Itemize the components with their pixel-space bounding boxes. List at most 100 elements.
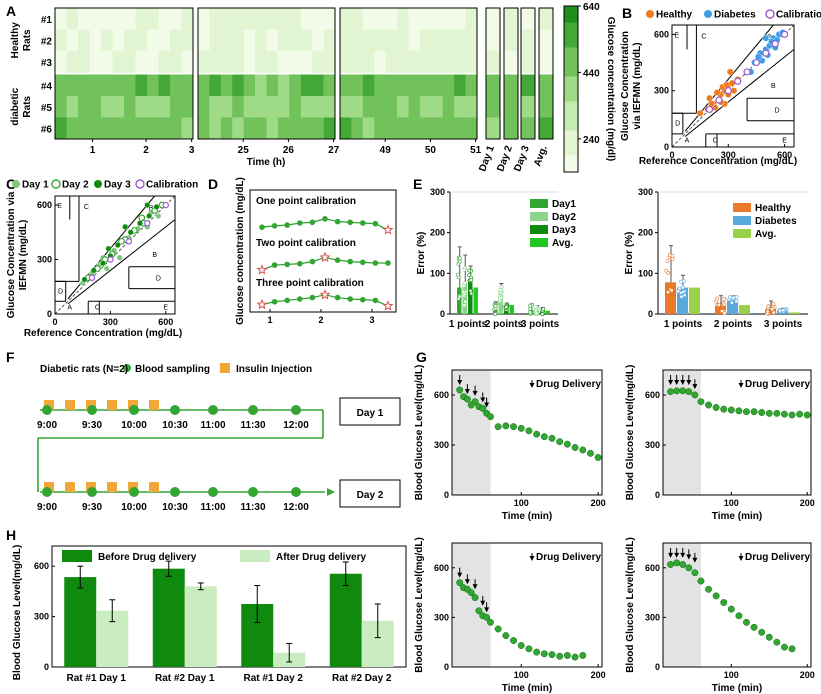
heatmap-cell (340, 74, 352, 97)
insulin-legend-label: Insulin Injection (236, 364, 312, 375)
legend-label: Day3 (552, 225, 576, 236)
heatmap-cell (362, 117, 375, 140)
x-tick-label: 100 (514, 670, 529, 680)
replicate-point (681, 289, 685, 294)
legend-swatch (62, 550, 92, 562)
timeline-time-label: 10:30 (162, 502, 188, 513)
average-cell (504, 29, 518, 52)
zone-label: A (67, 305, 72, 312)
x-tick-label: 200 (591, 498, 606, 508)
heatmap-cell (408, 74, 421, 97)
replicate-point (467, 273, 471, 278)
replicate-point (456, 272, 460, 277)
bar-avg (473, 287, 478, 314)
heatmap-tick-label: 1 (90, 145, 96, 156)
panel-label-h: H (6, 527, 16, 543)
heatmap-cell (465, 96, 478, 118)
colorbar-segment (564, 10, 578, 15)
heatmap-cell (112, 29, 125, 52)
glucose-data-point (571, 653, 579, 661)
drug-delivery-annotation: Drug Delivery (536, 379, 601, 390)
heatmap-cell (89, 51, 102, 73)
heatmap-cell (220, 8, 233, 30)
glucose-plot-frame (662, 542, 812, 668)
heatmap-cell (374, 8, 386, 30)
colorbar-segment (564, 30, 578, 36)
legend-label: Day2 (552, 212, 576, 223)
zone-label: C (713, 137, 718, 144)
heatmap-cell (158, 51, 171, 73)
heatmap-cell (351, 74, 364, 97)
heatmap-cell (198, 51, 210, 73)
replicate-point (533, 304, 538, 309)
data-point-day3 (114, 242, 121, 249)
heatmap-block-frame (54, 7, 194, 140)
legend-marker (135, 179, 145, 189)
y-tick-label: 0 (655, 490, 660, 500)
colorbar-segment (564, 101, 578, 107)
heatmap-cell (277, 96, 290, 118)
y-tick-label: 600 (645, 563, 660, 573)
heatmap-cell (397, 74, 409, 97)
heatmap-cell (158, 96, 171, 118)
colorbar-segment (564, 47, 578, 53)
heatmap-cell (266, 74, 279, 97)
heatmap-cell (465, 29, 478, 52)
heatmap-cell (442, 96, 455, 118)
replicate-point (771, 310, 776, 315)
legend-marker (94, 180, 102, 188)
heatmap-cell (408, 51, 421, 73)
heatmap-cell (170, 29, 182, 52)
glucose-data-point (765, 633, 773, 641)
colorbar-segment (564, 126, 578, 131)
heatmap-cell (385, 117, 398, 140)
glucose-data-point (743, 618, 750, 626)
x-axis-label: Time (min) (502, 683, 552, 694)
replicate-point (462, 283, 466, 288)
data-point-day3 (99, 260, 106, 267)
data-point-day3 (153, 203, 160, 210)
colorbar-frame (563, 5, 579, 173)
legend-label: Day 3 (104, 180, 131, 191)
row-group-label: Healthy (10, 22, 21, 59)
blood-sampling-point (170, 405, 180, 415)
glucose-data-point (750, 408, 758, 416)
colorbar-segment (564, 138, 578, 144)
panel-label-d: D (208, 176, 218, 192)
heatmap-cell (101, 29, 113, 52)
heatmap-cell (442, 29, 455, 52)
category-label: Rat #2 Day 2 (332, 673, 392, 684)
row-group-label: diabetic (10, 87, 21, 125)
calibration-star-marker (382, 224, 394, 235)
glucose-data-point (705, 585, 712, 593)
glucose-data-point (697, 398, 705, 406)
colorbar-segment (564, 51, 578, 57)
x-axis-label: Time (min) (712, 683, 762, 694)
glucose-data-point (456, 386, 464, 394)
heatmap-cell (340, 8, 352, 30)
colorbar-segment (564, 159, 578, 165)
heatmap-cell (312, 117, 324, 140)
heatmap-cell (300, 29, 313, 52)
average-column-label: Day 3 (512, 144, 532, 173)
heatmap-cell (397, 117, 409, 140)
y-tick-label: 0 (44, 662, 49, 672)
glucose-data-point (463, 395, 471, 403)
calibration-data-point (347, 258, 354, 265)
heatmap-cell (362, 29, 375, 52)
data-point-calibration (762, 49, 770, 57)
heatmap-cell (385, 74, 398, 97)
heatmap-tick-label: 49 (380, 145, 392, 156)
data-point-day3 (146, 212, 153, 219)
replicate-point (456, 261, 461, 266)
x-tick-label: 0 (669, 150, 674, 160)
category-label: 3 points (764, 319, 803, 330)
calibration-data-point (347, 219, 354, 226)
identity-line (54, 195, 176, 315)
heatmap-cell (385, 8, 398, 30)
data-point-day3 (122, 223, 129, 230)
timeline-time-label: 9:00 (37, 502, 57, 513)
heatmap-cell (351, 29, 364, 52)
heatmap-row-label: #4 (41, 81, 53, 92)
drug-delivery-arrow-head (674, 380, 680, 385)
